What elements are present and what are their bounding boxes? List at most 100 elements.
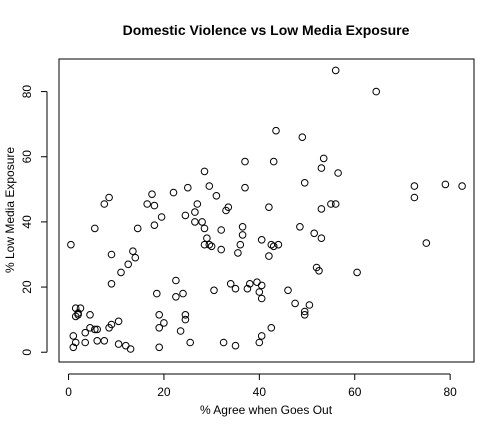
y-ticks: 0 20 40 60 80 (20, 85, 47, 356)
data-point (257, 332, 266, 340)
data-point (150, 201, 159, 210)
y-axis: 0 20 40 60 80 (20, 85, 48, 356)
data-point (300, 179, 309, 187)
data-point (160, 319, 168, 327)
data-point (181, 211, 190, 220)
data-point (155, 311, 163, 319)
data-point (265, 203, 273, 211)
data-point (181, 311, 190, 319)
data-point (67, 240, 75, 249)
data-point (236, 240, 245, 249)
x-tick-label: 20 (157, 385, 171, 399)
chart-title: Domestic Violence vs Low Media Exposure (123, 22, 410, 38)
data-point (269, 242, 278, 251)
data-point (269, 157, 278, 166)
x-ticks: 0 20 40 60 80 (65, 374, 457, 399)
data-point (319, 154, 328, 163)
data-point (255, 338, 264, 347)
data-point (129, 247, 137, 255)
data-point (234, 249, 242, 257)
data-point (205, 182, 214, 190)
data-point (296, 223, 304, 231)
data-point (310, 229, 319, 238)
data-point (91, 325, 99, 334)
data-point (153, 289, 161, 298)
data-point (71, 338, 80, 347)
data-point (317, 234, 326, 242)
data-point (69, 332, 78, 340)
data-point (150, 221, 159, 229)
data-point (231, 284, 240, 293)
y-tick-label: 60 (20, 150, 34, 164)
data-point (71, 304, 80, 313)
data-point (219, 338, 228, 347)
data-point (126, 345, 135, 353)
data-point (334, 169, 342, 177)
y-tick-label: 40 (20, 215, 34, 229)
x-axis: 0 20 40 60 80 (65, 373, 457, 399)
data-point (331, 66, 340, 75)
x-tick-label: 60 (348, 385, 362, 399)
data-point (257, 281, 266, 290)
data-point (203, 234, 211, 242)
data-point (317, 164, 326, 172)
data-point (155, 343, 163, 352)
plot-frame (58, 58, 475, 363)
data-point (315, 267, 323, 275)
data-point (176, 327, 185, 335)
data-point (305, 301, 314, 309)
x-tick-label: 80 (443, 385, 457, 399)
data-point (210, 286, 218, 295)
data-point (317, 205, 326, 213)
data-point (100, 337, 109, 345)
data-point (291, 299, 299, 308)
data-point (81, 328, 89, 337)
data-point (257, 294, 266, 303)
x-axis-label: % Agree when Goes Out (200, 403, 333, 417)
data-point (298, 133, 307, 141)
data-point (114, 340, 123, 348)
data-point (238, 231, 247, 239)
data-point (265, 252, 273, 260)
data-point (372, 87, 381, 96)
data-point (300, 307, 309, 316)
data-point (100, 200, 109, 208)
data-point (255, 288, 264, 296)
data-point (179, 289, 187, 298)
data-point (274, 240, 283, 249)
y-tick-label: 20 (20, 280, 34, 294)
data-point (107, 280, 116, 288)
data-point (186, 338, 194, 347)
data-point (246, 280, 254, 288)
data-point (93, 337, 101, 345)
data-point (172, 293, 180, 301)
data-point (191, 218, 199, 226)
data-point (353, 268, 361, 277)
data-point (114, 317, 123, 326)
data-point (172, 276, 180, 285)
data-point (205, 240, 214, 249)
data-point (441, 180, 450, 189)
data-point (107, 320, 116, 329)
y-tick-label: 80 (20, 85, 34, 99)
data-point (410, 182, 419, 190)
data-point (253, 278, 261, 287)
data-point (458, 182, 466, 190)
data-point (217, 245, 225, 254)
data-point (267, 324, 276, 332)
data-point (238, 223, 247, 231)
data-point (272, 126, 280, 135)
data-point (200, 240, 209, 249)
x-tick-label: 40 (253, 385, 267, 399)
y-axis-label: % Low Media Exposure (3, 147, 17, 273)
data-point (193, 200, 202, 208)
data-point (300, 311, 309, 319)
data-point (131, 253, 140, 262)
data-point (74, 309, 82, 317)
data-point (217, 226, 225, 234)
data-point (107, 250, 116, 259)
data-point (410, 193, 419, 202)
data-point (69, 343, 78, 352)
data-point (207, 242, 216, 251)
